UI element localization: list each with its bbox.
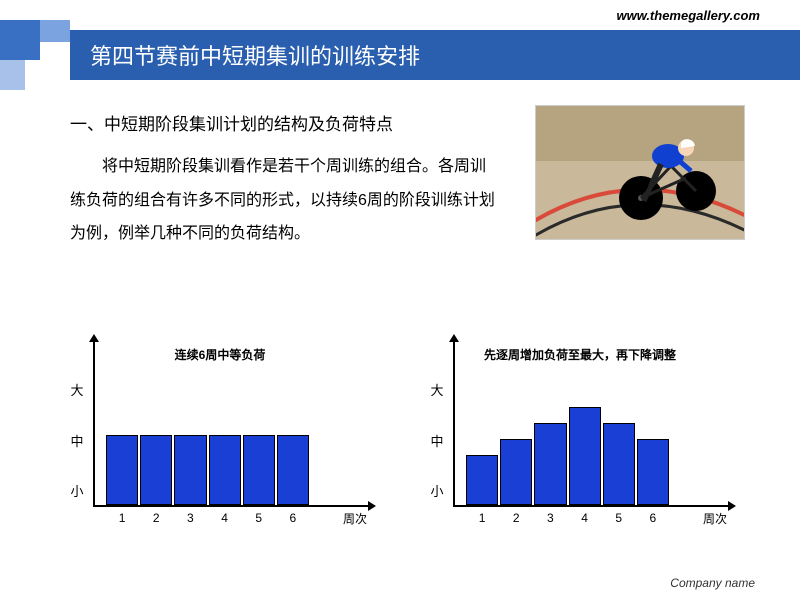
slide-title-bar: 第四节赛前中短期集训的训练安排 — [70, 30, 800, 80]
bar — [637, 439, 669, 505]
bar — [140, 435, 172, 505]
bar — [277, 435, 309, 505]
x-tick-label: 2 — [153, 511, 160, 527]
x-tick-label: 3 — [187, 511, 194, 527]
bar — [209, 435, 241, 505]
footer-company: Company name — [670, 576, 755, 590]
bar — [500, 439, 532, 505]
chart1-x-labels: 1 2 3 4 5 6 — [105, 511, 310, 527]
bar — [466, 455, 498, 505]
bar — [174, 435, 206, 505]
section-heading: 一、中短期阶段集训计划的结构及负荷特点 — [70, 110, 393, 135]
y-tick-label: 小 — [65, 481, 89, 500]
chart1-title: 连续6周中等负荷 — [55, 347, 385, 364]
top-url: www.themegallery.com — [616, 8, 760, 23]
x-tick-label: 3 — [547, 511, 554, 527]
bar — [569, 407, 601, 505]
chart1-y-axis — [93, 340, 95, 507]
chart2-bars — [465, 385, 670, 505]
chart-constant-load: 连续6周中等负荷 大中小 1 2 3 4 5 6 周次 — [55, 335, 385, 545]
body-paragraph: 将中短期阶段集训看作是若干个周训练的组合。各周训练负荷的组合有许多不同的形式，以… — [70, 150, 500, 251]
x-tick-label: 4 — [581, 511, 588, 527]
x-tick-label: 6 — [650, 511, 657, 527]
chart2-x-title: 周次 — [703, 510, 727, 527]
y-tick-label: 小 — [425, 481, 449, 500]
chart2-x-axis — [453, 505, 730, 507]
x-tick-label: 5 — [615, 511, 622, 527]
bar — [603, 423, 635, 505]
x-tick-label: 1 — [479, 511, 486, 527]
chart-progressive-load: 先逐周增加负荷至最大，再下降调整 大中小 1 2 3 4 5 6 周次 — [415, 335, 745, 545]
slide-title: 第四节赛前中短期集训的训练安排 — [90, 39, 420, 71]
cyclist-image — [535, 105, 745, 240]
x-tick-label: 4 — [221, 511, 228, 527]
chart2-x-labels: 1 2 3 4 5 6 — [465, 511, 670, 527]
y-tick-label: 大 — [425, 380, 449, 399]
y-tick-label: 中 — [65, 431, 89, 450]
chart1-x-axis — [93, 505, 370, 507]
x-tick-label: 1 — [119, 511, 126, 527]
y-tick-label: 大 — [65, 380, 89, 399]
chart2-title: 先逐周增加负荷至最大，再下降调整 — [415, 347, 745, 364]
chart1-x-title: 周次 — [343, 510, 367, 527]
chart1-y-labels: 大中小 — [65, 380, 89, 500]
y-tick-label: 中 — [425, 431, 449, 450]
bar — [534, 423, 566, 505]
corner-decoration — [0, 20, 70, 90]
charts-container: 连续6周中等负荷 大中小 1 2 3 4 5 6 周次 先逐周增加负荷至最大，再下降调整 … — [55, 335, 745, 555]
bar — [106, 435, 138, 505]
x-tick-label: 5 — [255, 511, 262, 527]
x-tick-label: 2 — [513, 511, 520, 527]
chart2-y-labels: 大中小 — [425, 380, 449, 500]
chart2-y-axis — [453, 340, 455, 507]
bar — [243, 435, 275, 505]
chart1-bars — [105, 385, 310, 505]
x-tick-label: 6 — [290, 511, 297, 527]
